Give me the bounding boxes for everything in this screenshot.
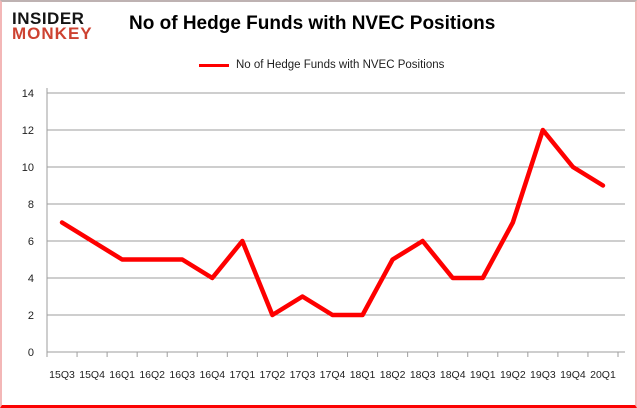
y-tick-label: 6 (28, 236, 34, 248)
legend-label: No of Hedge Funds with NVEC Positions (236, 59, 445, 71)
y-tick-label: 8 (28, 199, 34, 211)
x-tick-label: 19Q4 (560, 369, 586, 381)
insider-monkey-logo: INSIDER MONKEY (12, 9, 93, 43)
x-tick-label: 15Q3 (49, 369, 75, 381)
logo-monkey-text: MONKEY (12, 24, 93, 43)
x-tick-label: 16Q2 (139, 369, 165, 381)
x-tick-label: 17Q3 (290, 369, 316, 381)
x-tick-label: 17Q2 (260, 369, 286, 381)
x-tick-label: 18Q4 (440, 369, 466, 381)
x-tick-label: 19Q3 (530, 369, 556, 381)
y-tick-label: 10 (22, 162, 34, 174)
series-line (59, 127, 606, 318)
x-tick-label: 20Q1 (590, 369, 616, 381)
x-tick-label: 16Q4 (199, 369, 225, 381)
y-axis-labels: 0 2 4 6 8 10 12 14 (22, 88, 34, 359)
y-tick-label: 12 (22, 125, 34, 137)
y-tick-label: 4 (28, 273, 34, 285)
x-tick-label: 18Q1 (350, 369, 376, 381)
logo-insider-text: INSIDER (12, 9, 85, 28)
x-tick-label: 19Q1 (470, 369, 496, 381)
y-tick-label: 2 (28, 310, 34, 322)
y-tick-label: 0 (28, 347, 34, 359)
chart-series (59, 127, 606, 318)
x-tick-label: 15Q4 (79, 369, 105, 381)
x-tick-label: 16Q1 (109, 369, 135, 381)
y-tick-label: 14 (22, 88, 34, 100)
x-axis-labels: 15Q3 15Q4 16Q1 16Q2 16Q3 16Q4 17Q1 17Q2 17Q3 17Q4… (49, 369, 616, 381)
x-tick-label: 17Q4 (320, 369, 346, 381)
x-tick-label: 18Q2 (380, 369, 406, 381)
x-tick-label: 18Q3 (410, 369, 436, 381)
legend: No of Hedge Funds with NVEC Positions (199, 59, 444, 71)
legend-line-swatch (199, 63, 229, 67)
x-tick-label: 19Q2 (500, 369, 526, 381)
chart-title: No of Hedge Funds with NVEC Positions (129, 13, 496, 34)
x-tick-label: 16Q3 (169, 369, 195, 381)
chart-axes (46, 88, 619, 357)
x-tick-label: 17Q1 (229, 369, 255, 381)
